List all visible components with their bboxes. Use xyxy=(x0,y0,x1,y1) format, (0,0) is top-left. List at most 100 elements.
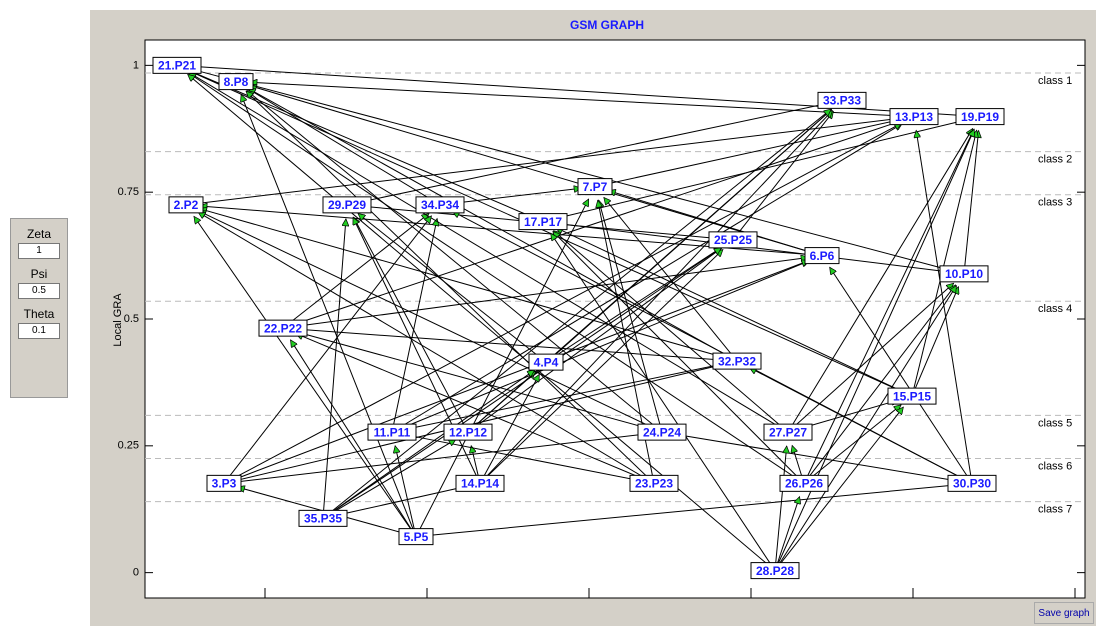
node-label: 13.P13 xyxy=(895,110,933,124)
node-label: 32.P32 xyxy=(718,354,756,368)
node-box xyxy=(415,196,465,214)
plot-area xyxy=(144,39,1086,599)
parameter-panel: Zeta 1 Psi 0.5 Theta 0.1 xyxy=(10,218,68,398)
node-label: 11.P11 xyxy=(374,425,411,439)
edge xyxy=(774,497,800,571)
edge xyxy=(604,197,738,362)
edge xyxy=(290,340,417,537)
edge xyxy=(479,111,832,484)
node-label: 4.P4 xyxy=(534,355,559,369)
node-box xyxy=(750,562,800,580)
node-box xyxy=(455,474,505,492)
edge xyxy=(406,435,655,484)
node-box xyxy=(629,474,679,492)
edge xyxy=(594,120,900,188)
edge xyxy=(557,223,965,275)
edge xyxy=(198,211,655,484)
edge xyxy=(391,364,723,433)
psi-input[interactable]: 0.5 xyxy=(18,283,60,299)
class-label: class 2 xyxy=(1038,154,1072,166)
node-box xyxy=(939,265,989,283)
node-label: 8.P8 xyxy=(224,75,249,89)
node-label: 12.P12 xyxy=(449,425,487,439)
node-box xyxy=(218,73,254,91)
node-label: 28.P28 xyxy=(756,564,794,578)
edge xyxy=(241,95,417,537)
node-box xyxy=(887,387,937,405)
node-label: 26.P26 xyxy=(785,477,823,491)
edge xyxy=(395,446,417,537)
edge xyxy=(358,214,547,363)
theta-label: Theta xyxy=(23,307,55,321)
node-box xyxy=(712,352,762,370)
edge xyxy=(774,407,903,571)
edge xyxy=(223,434,648,484)
node-label: 6.P6 xyxy=(810,249,835,263)
edge xyxy=(911,287,959,397)
node-label: 10.P10 xyxy=(945,267,983,281)
class-label: class 6 xyxy=(1038,460,1072,472)
node-box xyxy=(947,474,997,492)
node-box xyxy=(298,509,348,527)
theta-input[interactable]: 0.1 xyxy=(18,323,60,339)
node-label: 19.P19 xyxy=(961,110,999,124)
edge xyxy=(479,374,540,484)
edge xyxy=(249,86,823,257)
edge xyxy=(282,214,429,329)
edge xyxy=(479,250,723,484)
edge xyxy=(322,438,456,519)
edge xyxy=(391,261,809,433)
node-label: 23.P23 xyxy=(635,477,673,491)
y-tick-label: 1 xyxy=(133,59,139,71)
node-box xyxy=(779,474,829,492)
class-label: class 3 xyxy=(1038,197,1072,209)
edge xyxy=(297,329,738,362)
node-box xyxy=(518,213,568,231)
save-button[interactable]: Save graph xyxy=(1034,602,1094,624)
node-label: 33.P33 xyxy=(823,94,861,108)
edge xyxy=(599,200,663,433)
node-box xyxy=(817,91,867,109)
psi-label: Psi xyxy=(30,267,48,281)
edge xyxy=(353,217,469,433)
node-label: 14.P14 xyxy=(461,477,499,491)
node-label: 7.P7 xyxy=(583,180,608,194)
edge xyxy=(963,131,979,274)
edge xyxy=(297,332,663,433)
edge xyxy=(185,118,900,206)
zeta-label: Zeta xyxy=(26,227,51,241)
node-box xyxy=(443,423,493,441)
node-box xyxy=(637,423,687,441)
node-box xyxy=(322,196,372,214)
node-box xyxy=(804,247,840,265)
node-label: 2.P2 xyxy=(174,198,199,212)
edge xyxy=(415,199,590,537)
node-label: 24.P24 xyxy=(643,425,681,439)
edge xyxy=(553,232,805,484)
edge xyxy=(391,123,902,433)
edge xyxy=(774,446,787,571)
zeta-input[interactable]: 1 xyxy=(18,243,60,259)
edges xyxy=(185,66,980,571)
edge xyxy=(774,286,957,571)
x-ticks xyxy=(264,588,1076,598)
node-box xyxy=(577,178,613,196)
edge xyxy=(608,191,823,257)
y-tick-label: 0.25 xyxy=(118,440,139,452)
edge xyxy=(322,109,831,519)
node-label: 15.P15 xyxy=(893,389,931,403)
node-box xyxy=(528,353,564,371)
edge xyxy=(830,267,973,484)
edge xyxy=(911,130,977,397)
edge xyxy=(322,370,535,519)
node-label: 22.P22 xyxy=(264,321,302,335)
edge xyxy=(391,219,437,433)
edge xyxy=(248,88,441,206)
edge xyxy=(282,121,901,329)
edge xyxy=(545,248,721,363)
edge xyxy=(774,129,974,571)
y-axis-label: Local GRA xyxy=(112,293,124,347)
node-label: 27.P27 xyxy=(769,425,807,439)
